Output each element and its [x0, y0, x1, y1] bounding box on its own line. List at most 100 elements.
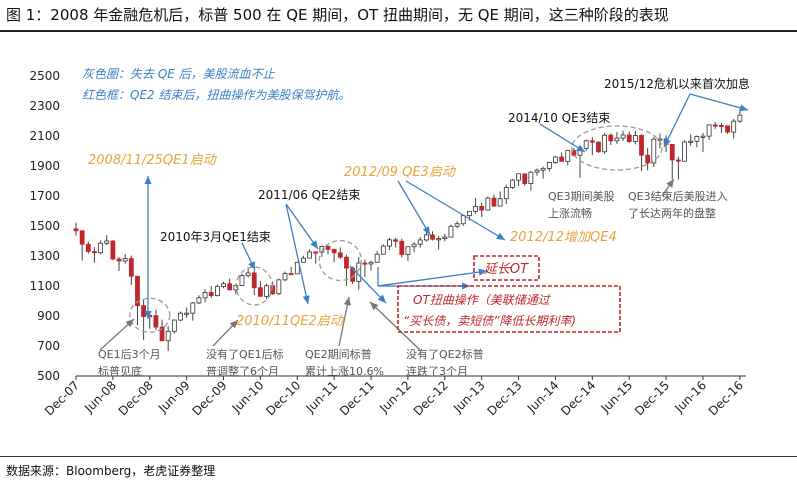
- annotation-arrow: [661, 178, 675, 197]
- candle-body: [559, 156, 564, 162]
- x-tick-label: Jun-15: [598, 378, 636, 416]
- annotation-arrow: [212, 319, 239, 347]
- candle-body: [565, 150, 571, 162]
- annotation-arrow: [405, 180, 506, 241]
- x-tick-label: Jun-12: [376, 378, 414, 416]
- candle-body: [92, 251, 97, 254]
- candle-body: [417, 239, 423, 245]
- candle-body: [368, 261, 374, 265]
- candle-body: [503, 187, 509, 200]
- gray-note-line: 了长达两年的盘整: [628, 206, 716, 220]
- candle-body: [116, 258, 122, 262]
- candle: [712, 122, 718, 129]
- candle: [196, 295, 202, 305]
- x-tick-label: Jun-09: [155, 378, 193, 416]
- candle: [159, 319, 165, 342]
- candle: [202, 289, 208, 303]
- candle-body: [178, 312, 183, 321]
- candle-body: [436, 238, 442, 241]
- candle-body: [626, 134, 632, 142]
- candle-body: [448, 225, 454, 238]
- candle: [135, 275, 140, 325]
- candle: [153, 309, 159, 331]
- candle-body: [264, 285, 269, 297]
- candle-body: [214, 286, 220, 297]
- candle: [337, 247, 343, 259]
- gray-circles: [129, 125, 663, 333]
- candle: [122, 254, 128, 264]
- candle-body: [344, 256, 349, 269]
- figure-title: 图 1：2008 年金融危机后，标普 500 在 QE 期间，OT 扭曲期间，无…: [6, 6, 669, 24]
- candle-body: [301, 257, 306, 263]
- annotation-arrow: [285, 203, 310, 305]
- gray-note-line: 上涨流畅: [548, 206, 592, 220]
- annotation-arrows: [99, 93, 749, 351]
- candle-body: [669, 144, 675, 161]
- candle-body: [651, 138, 657, 164]
- candle: [417, 237, 423, 248]
- candle: [362, 259, 368, 278]
- y-tick-label: 500: [37, 369, 60, 383]
- candle: [454, 221, 460, 229]
- candle-body: [331, 248, 337, 254]
- candle-body: [589, 140, 595, 143]
- dashed-circle: [235, 266, 273, 306]
- y-tick-label: 1900: [29, 159, 60, 173]
- candle-body: [337, 252, 343, 258]
- candle: [85, 241, 91, 254]
- candle-body: [393, 239, 399, 242]
- candle-body: [294, 261, 300, 275]
- candle-body: [466, 210, 472, 217]
- candle-body: [596, 141, 601, 153]
- event-label: 2012/12增加QE4: [510, 230, 617, 245]
- candle: [276, 278, 282, 295]
- candle-body: [632, 135, 638, 142]
- candle-body: [282, 273, 288, 281]
- annotation-arrow: [689, 93, 749, 112]
- event-label: 2014/10 QE3结束: [508, 111, 610, 125]
- candle: [393, 237, 399, 248]
- candle-body: [602, 134, 608, 153]
- candle: [344, 254, 349, 286]
- candle: [430, 231, 435, 241]
- candle: [221, 281, 226, 289]
- candle-body: [731, 120, 737, 133]
- candle: [190, 302, 196, 321]
- y-tick-label: 900: [37, 309, 60, 323]
- annotation-arrow: [241, 242, 256, 271]
- gray-note-line: QE3期间美股: [548, 190, 615, 203]
- candle-body: [460, 215, 466, 225]
- gray-note-line: 标普见底: [98, 364, 142, 378]
- candle-body: [719, 124, 724, 127]
- candle-body: [737, 114, 743, 122]
- candle-body: [485, 197, 491, 211]
- candle: [294, 261, 300, 275]
- candle-body: [657, 138, 663, 141]
- candle: [73, 222, 79, 236]
- ot-box-line: OT扭曲操作（美联储通过: [413, 293, 552, 307]
- event-label: 2015/12危机以来首次加息: [604, 76, 750, 91]
- y-tick-label: 1100: [29, 279, 60, 293]
- candle-body: [85, 243, 91, 252]
- x-tick-label: Dec-12: [411, 378, 451, 418]
- candle: [626, 131, 632, 143]
- y-tick-label: 2100: [29, 129, 60, 143]
- candle: [503, 184, 509, 205]
- candle: [399, 238, 405, 258]
- candle: [639, 134, 644, 171]
- candle-body: [491, 197, 497, 207]
- candle: [460, 215, 466, 226]
- x-tick-label: Dec-08: [116, 378, 156, 418]
- y-tick-label: 700: [37, 339, 60, 353]
- candle: [368, 260, 374, 271]
- candle: [540, 166, 546, 179]
- x-tick-label: Dec-15: [632, 378, 672, 418]
- candle: [79, 230, 85, 261]
- ot-box: [397, 285, 621, 333]
- legend-note: 灰色圈：失去 QE 后，美股流血不止: [82, 67, 276, 81]
- y-tick-label: 2500: [29, 69, 60, 83]
- gray-note-line: 没有了QE1后标: [206, 347, 284, 361]
- candle: [632, 131, 638, 145]
- candle: [725, 125, 730, 134]
- candle-body: [553, 156, 558, 163]
